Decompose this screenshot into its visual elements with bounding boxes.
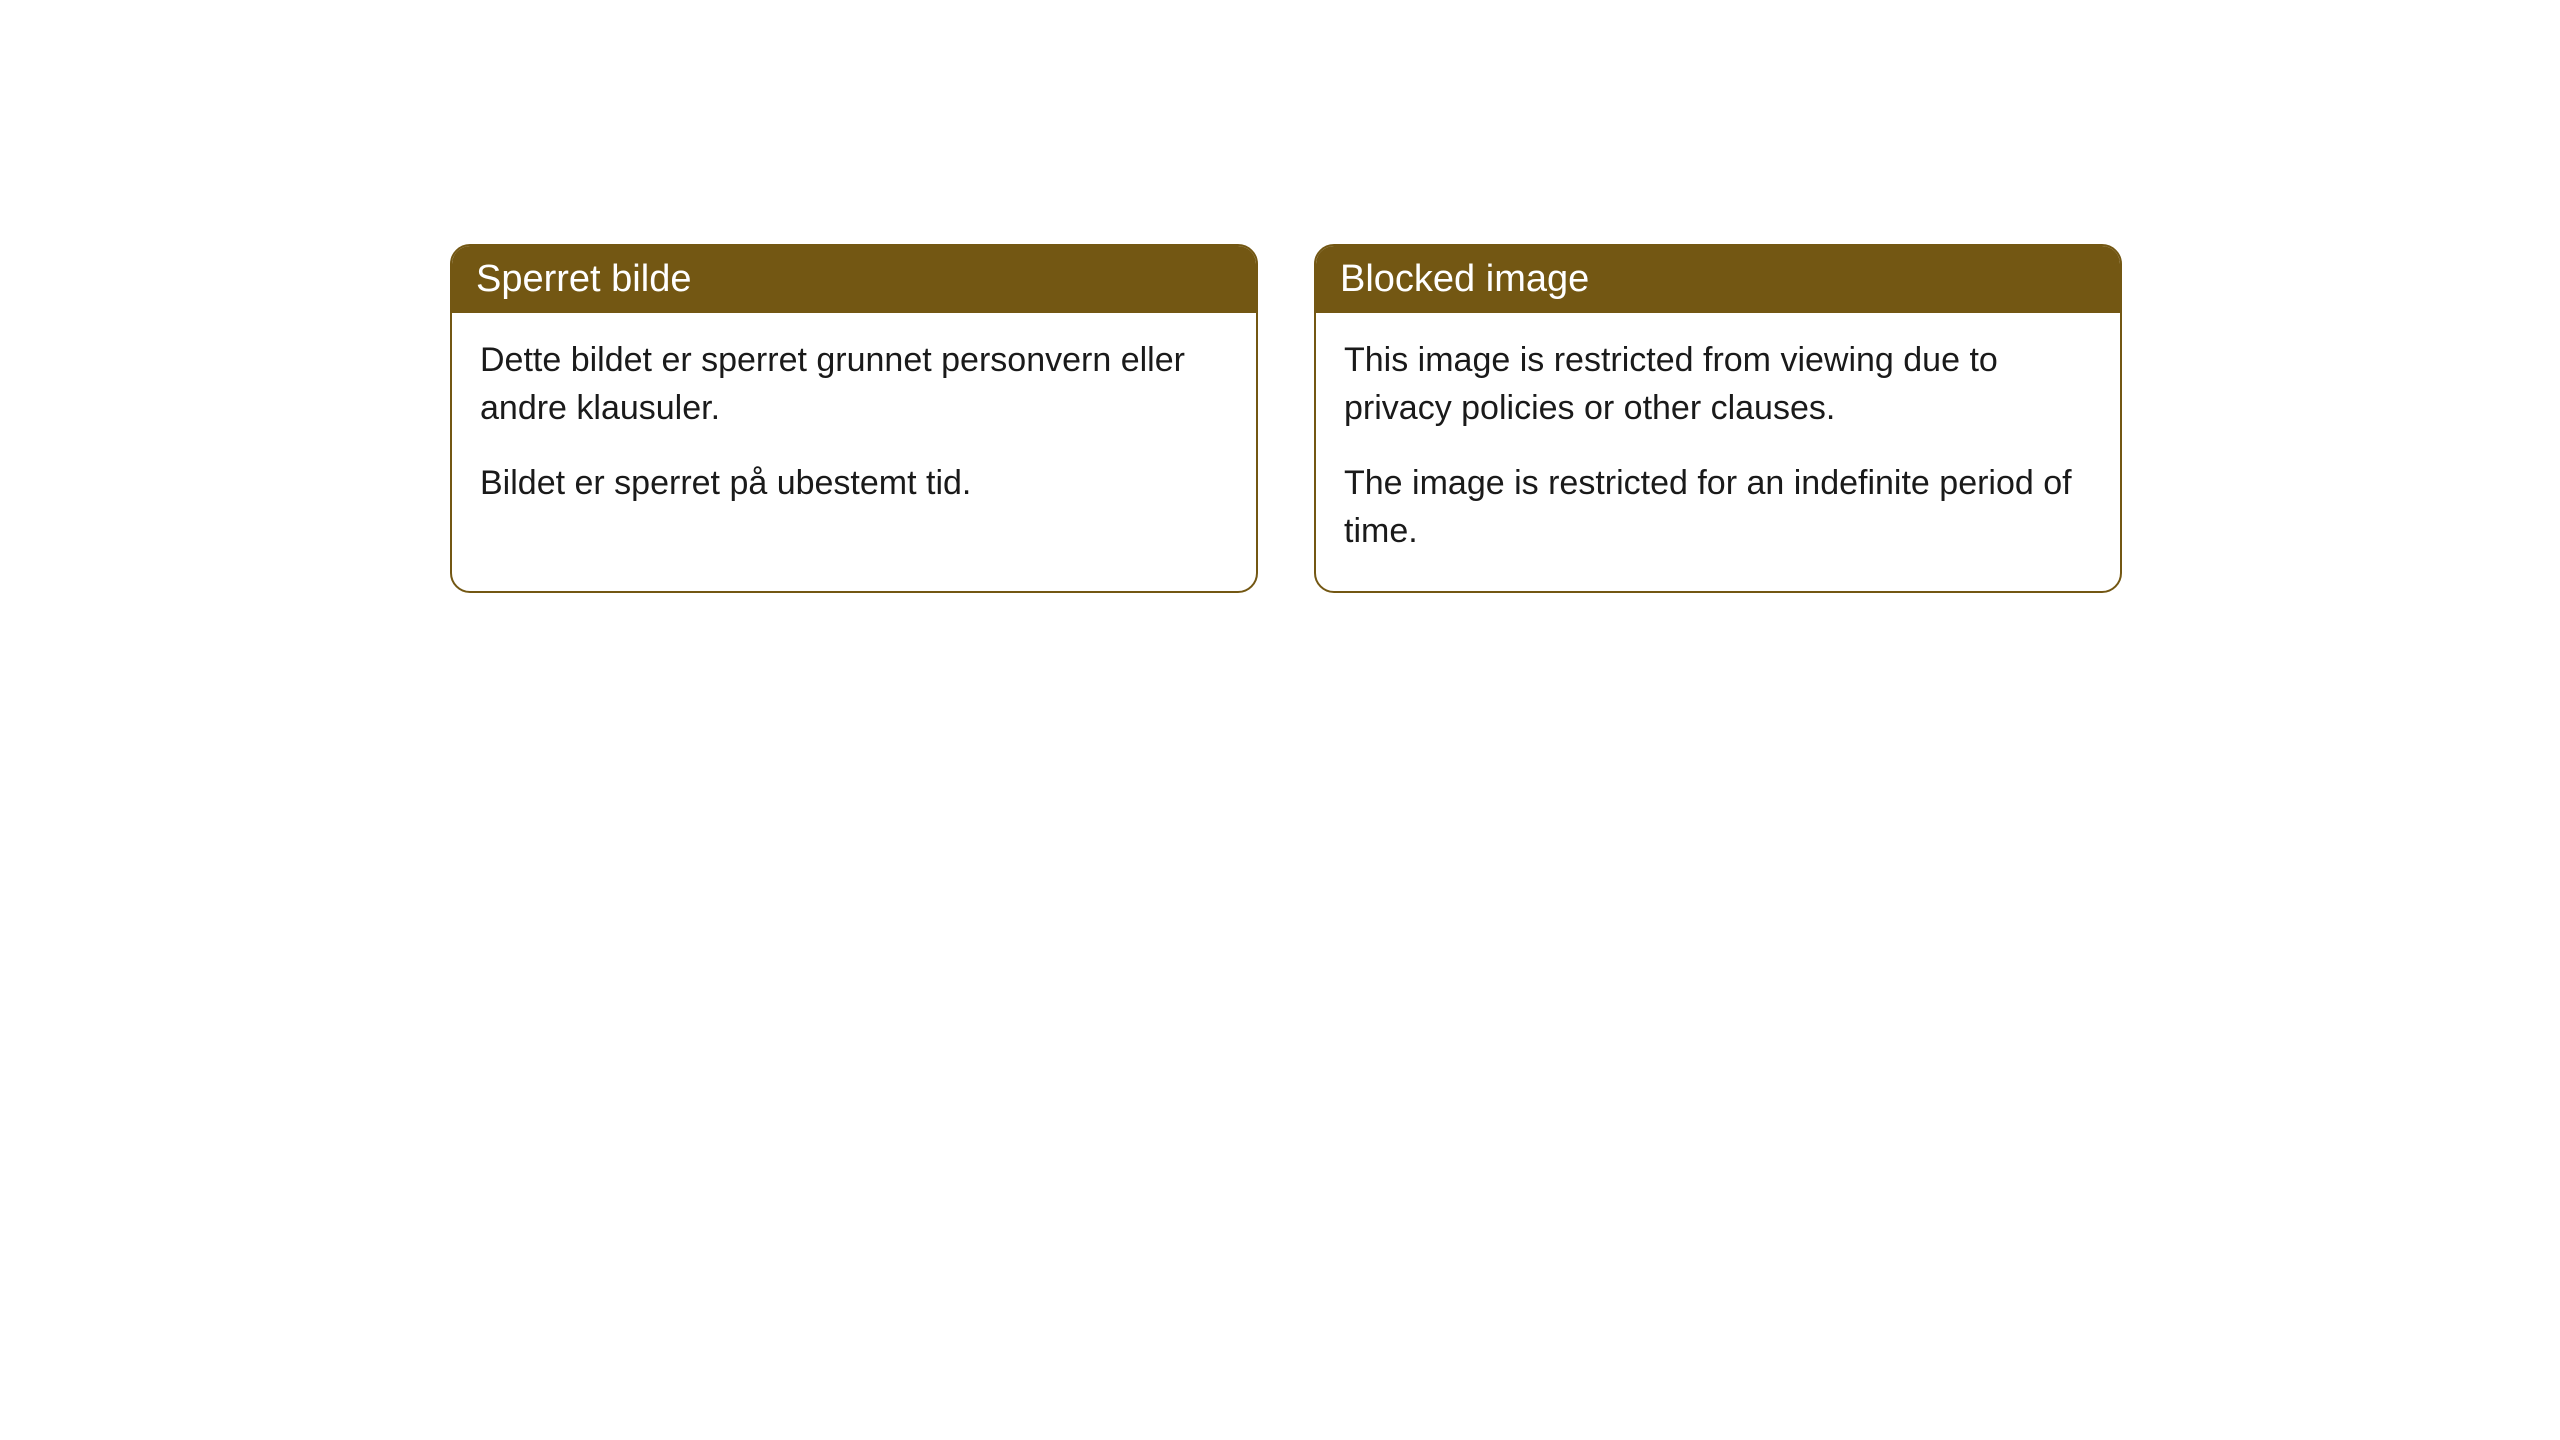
card-title: Sperret bilde [476, 258, 691, 300]
card-header-english: Blocked image [1316, 246, 2120, 313]
card-paragraph: This image is restricted from viewing du… [1344, 337, 2092, 432]
card-title: Blocked image [1340, 258, 1589, 300]
notice-card-norwegian: Sperret bilde Dette bildet er sperret gr… [450, 244, 1258, 593]
card-header-norwegian: Sperret bilde [452, 246, 1256, 313]
notice-card-english: Blocked image This image is restricted f… [1314, 244, 2122, 593]
card-paragraph: Dette bildet er sperret grunnet personve… [480, 337, 1228, 432]
card-body-norwegian: Dette bildet er sperret grunnet personve… [452, 313, 1256, 544]
notice-cards-container: Sperret bilde Dette bildet er sperret gr… [450, 244, 2122, 593]
card-body-english: This image is restricted from viewing du… [1316, 313, 2120, 591]
card-paragraph: Bildet er sperret på ubestemt tid. [480, 460, 1228, 508]
card-paragraph: The image is restricted for an indefinit… [1344, 460, 2092, 555]
